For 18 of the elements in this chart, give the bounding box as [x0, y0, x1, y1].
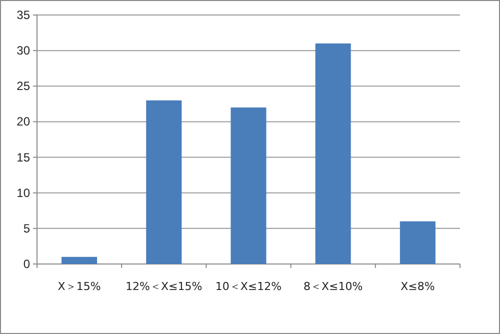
x-tick-label: 12%＜X≤15% — [126, 280, 202, 293]
bar — [146, 100, 182, 264]
y-tick-label: 25 — [16, 79, 30, 94]
y-tick-label: 10 — [16, 186, 30, 200]
bar — [315, 43, 351, 264]
x-tick-label: X＞15% — [58, 280, 101, 293]
y-tick-label: 35 — [16, 8, 30, 22]
bar — [62, 256, 98, 264]
y-tick-label: 5 — [23, 221, 30, 236]
y-tick-label: 30 — [16, 44, 30, 58]
x-tick-label: 8＜X≤10% — [304, 280, 363, 293]
bar — [400, 221, 436, 264]
x-tick-label: X≤8% — [400, 280, 435, 293]
y-tick-label: 20 — [16, 114, 30, 129]
bar — [230, 107, 266, 264]
x-tick-label: 10＜X≤12% — [215, 280, 282, 293]
y-tick-label: 0 — [23, 257, 30, 271]
y-tick-label: 15 — [16, 150, 30, 164]
